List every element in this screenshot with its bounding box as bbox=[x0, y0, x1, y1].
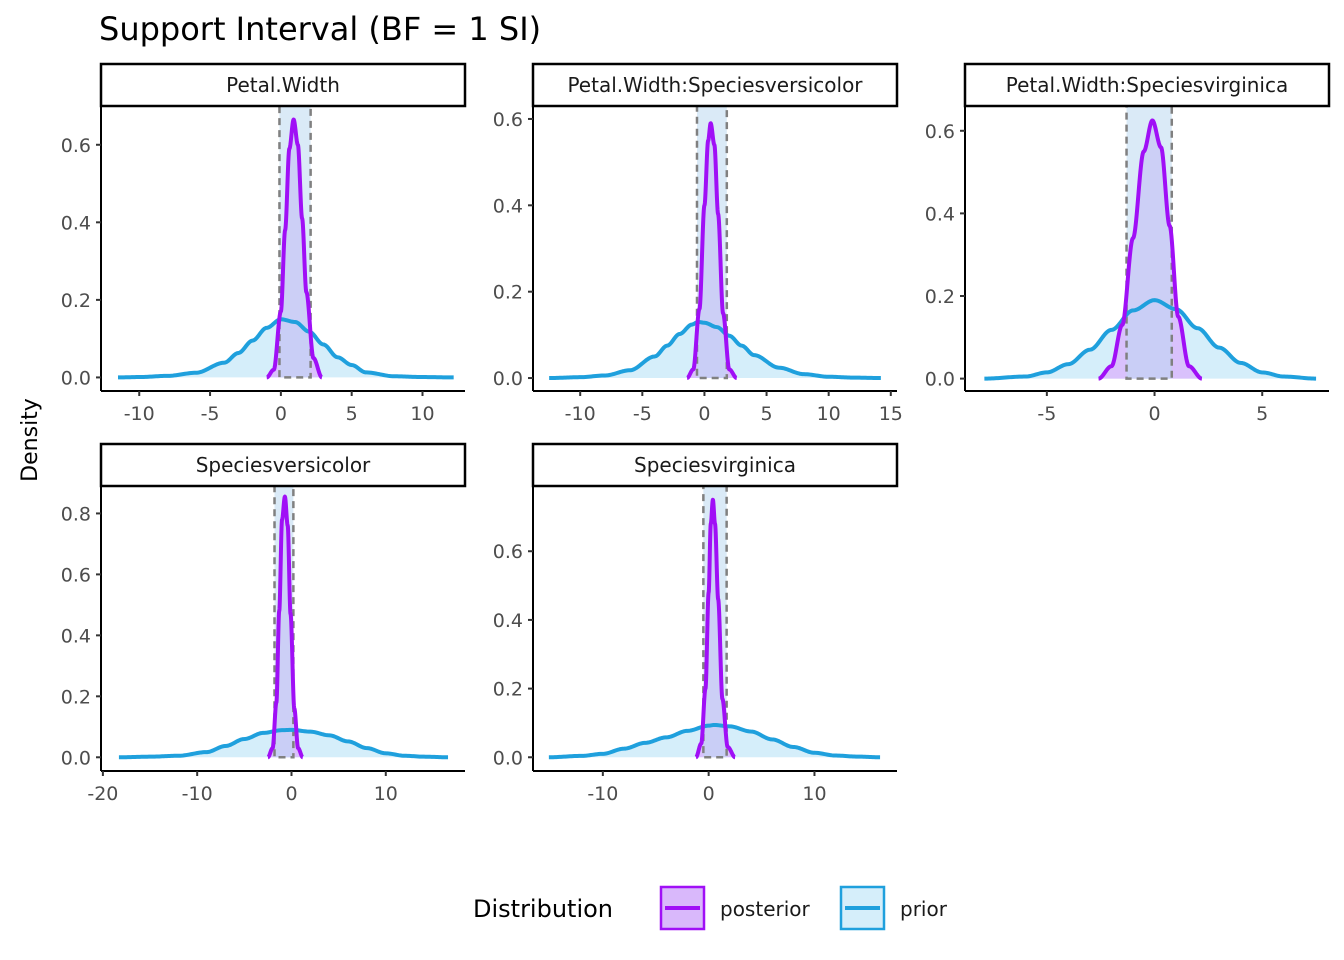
posterior-density-line bbox=[1097, 118, 1204, 381]
facet-strip-label: Speciesversicolor bbox=[196, 453, 371, 477]
x-tick-label: -10 bbox=[124, 403, 155, 425]
legend-item: posterior bbox=[659, 885, 811, 931]
x-tick-label: 0 bbox=[285, 783, 297, 805]
y-tick-label: 0.2 bbox=[61, 290, 91, 312]
facet-strip bbox=[99, 62, 467, 108]
y-tick-label: 0.2 bbox=[925, 286, 955, 308]
facet-strip bbox=[963, 62, 1331, 108]
support-interval bbox=[1125, 106, 1174, 380]
legend-title: Distribution bbox=[473, 895, 613, 923]
y-tick-label: 0.6 bbox=[493, 109, 523, 131]
legend-item: prior bbox=[839, 885, 948, 931]
y-tick-label: 0.6 bbox=[61, 135, 91, 157]
y-tick-label: 0.2 bbox=[493, 679, 523, 701]
x-tick-label: -20 bbox=[87, 783, 118, 805]
facet-strip-label: Speciesvirginica bbox=[634, 453, 796, 477]
x-tick-label: -5 bbox=[633, 403, 652, 425]
x-tick-label: 0 bbox=[703, 783, 715, 805]
plot-area bbox=[548, 486, 881, 760]
x-tick-label: 10 bbox=[410, 403, 434, 425]
x-tick-label: 0 bbox=[698, 403, 710, 425]
plot-area bbox=[118, 486, 449, 760]
y-tick-label: 0.6 bbox=[61, 564, 91, 586]
plot-area bbox=[983, 106, 1317, 381]
facet-panels: -10 -5 0 5 10 0.0 0.2 0.4 0.6 Petal.Width -10 -5 0 5 1… bbox=[61, 62, 1331, 805]
x-tick-label: 10 bbox=[817, 403, 841, 425]
posterior-density-line bbox=[266, 494, 305, 760]
y-tick-label: 0.4 bbox=[61, 625, 91, 647]
prior-density-line bbox=[548, 722, 881, 760]
y-tick-label: 0.4 bbox=[493, 195, 523, 217]
facet-strip-label: Petal.Width bbox=[226, 73, 340, 97]
x-tick-label: -10 bbox=[182, 783, 213, 805]
legend-label: posterior bbox=[720, 897, 811, 921]
x-tick-label: -10 bbox=[565, 403, 596, 425]
facet-strip bbox=[531, 442, 899, 488]
x-tick-label: 0 bbox=[275, 403, 287, 425]
x-tick-label: 10 bbox=[374, 783, 398, 805]
x-tick-label: 15 bbox=[879, 403, 903, 425]
y-tick-label: 0.6 bbox=[925, 121, 955, 143]
y-tick-label: 0.0 bbox=[61, 747, 91, 769]
legend-items: posterior prior bbox=[659, 885, 948, 931]
y-tick-label: 0.2 bbox=[493, 282, 523, 304]
facet-panel: -10 0 10 0.0 0.2 0.4 0.6 Speciesvirginica bbox=[493, 442, 899, 805]
y-axis-label: Density bbox=[18, 398, 43, 482]
posterior-density-line bbox=[685, 121, 739, 381]
facet-strip bbox=[99, 442, 467, 488]
facet-strip-label: Petal.Width:Speciesversicolor bbox=[567, 73, 863, 97]
facet-panel: -10 -5 0 5 10 0.0 0.2 0.4 0.6 Petal.Width bbox=[61, 62, 467, 425]
prior-density-line bbox=[117, 317, 455, 380]
y-tick-label: 0.4 bbox=[61, 212, 91, 234]
x-tick-label: 0 bbox=[1148, 403, 1160, 425]
x-tick-label: 10 bbox=[802, 783, 826, 805]
facet-panel: -10 -5 0 5 10 15 0.0 0.2 0.4 0.6 Petal.Width:Speci… bbox=[493, 62, 903, 425]
y-tick-label: 0.0 bbox=[493, 747, 523, 769]
x-tick-label: 5 bbox=[1256, 403, 1268, 425]
x-tick-label: -5 bbox=[201, 403, 220, 425]
y-tick-label: 0.4 bbox=[925, 203, 955, 225]
prior-density-line bbox=[118, 727, 449, 760]
x-tick-label: 5 bbox=[761, 403, 773, 425]
y-tick-label: 0.0 bbox=[493, 368, 523, 390]
chart-title: Support Interval (BF = 1 SI) bbox=[99, 10, 541, 48]
y-tick-label: 0.2 bbox=[61, 686, 91, 708]
facet-strip-label: Petal.Width:Speciesvirginica bbox=[1006, 73, 1288, 97]
legend-label: prior bbox=[900, 897, 948, 921]
x-tick-label: -5 bbox=[1037, 403, 1056, 425]
x-tick-label: 5 bbox=[346, 403, 358, 425]
prior-density-line bbox=[983, 298, 1317, 381]
y-tick-label: 0.0 bbox=[61, 367, 91, 389]
y-tick-label: 0.4 bbox=[493, 610, 523, 632]
prior-density-line bbox=[548, 319, 882, 381]
legend: Distribution posterior prior bbox=[473, 885, 948, 931]
y-tick-label: 0.6 bbox=[493, 541, 523, 563]
facet-panel: -20 -10 0 10 0.0 0.2 0.4 0.6 0.8 Speciesversicolo… bbox=[61, 442, 467, 805]
x-tick-label: -10 bbox=[587, 783, 618, 805]
posterior-density-line bbox=[264, 117, 324, 380]
facet-panel: -5 0 5 0.0 0.2 0.4 0.6 Petal.Width:Speciesvirgi… bbox=[925, 62, 1331, 425]
posterior-density-line bbox=[694, 497, 737, 760]
y-tick-label: 0.0 bbox=[925, 369, 955, 391]
plot-area bbox=[548, 106, 882, 381]
plot-area bbox=[117, 106, 455, 380]
facet-strip bbox=[531, 62, 899, 108]
y-tick-label: 0.8 bbox=[61, 503, 91, 525]
